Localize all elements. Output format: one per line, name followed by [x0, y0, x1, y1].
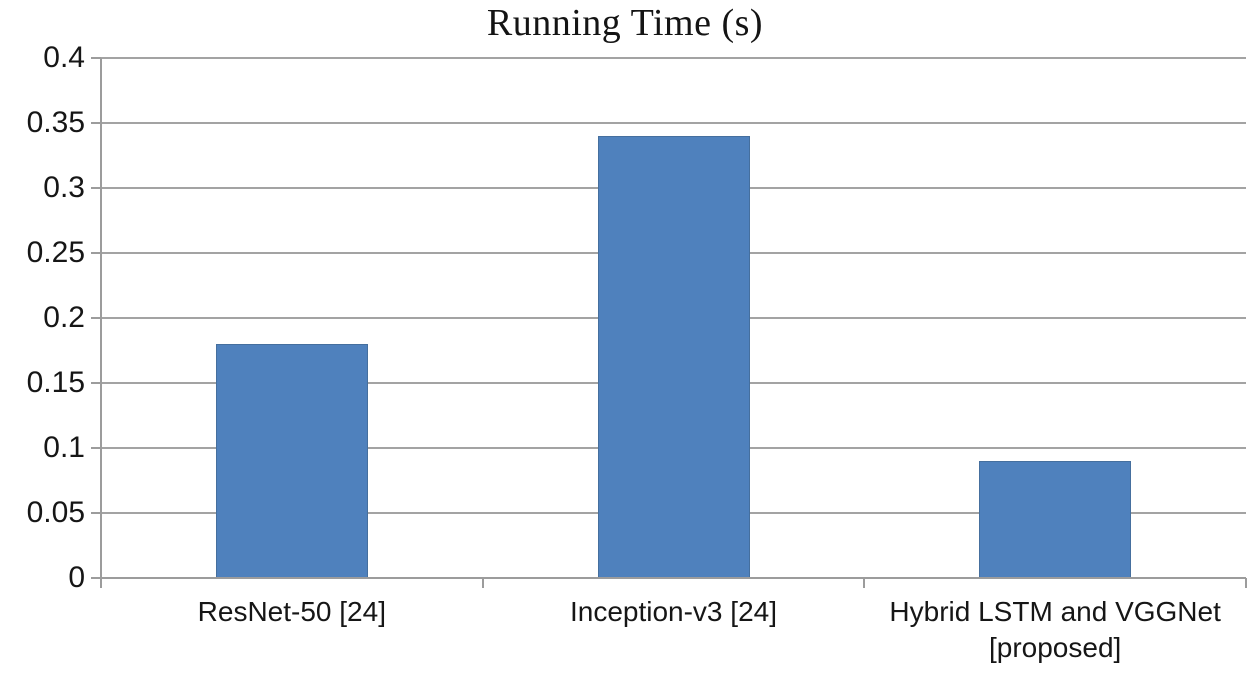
bar [215, 344, 368, 578]
bar [597, 136, 750, 578]
x-axis-tick [863, 578, 866, 588]
y-axis-tick [91, 252, 101, 254]
y-tick-label: 0.25 [26, 236, 85, 269]
category-label: ResNet-50 [24] [197, 596, 386, 627]
chart-title: Running Time (s) [486, 2, 764, 44]
y-tick-label: 0 [68, 561, 85, 594]
y-tick-label: 0.3 [43, 171, 85, 204]
y-tick-label: 0.1 [43, 431, 85, 464]
y-axis-tick [91, 122, 101, 124]
y-axis-tick [91, 447, 101, 449]
y-tick-label: 0.2 [43, 301, 85, 334]
y-axis-tick [91, 577, 101, 579]
gridline [101, 122, 1246, 124]
y-tick-label: 0.05 [26, 496, 85, 529]
category-label: Inception-v3 [24] [569, 596, 777, 627]
y-tick-label: 0.35 [26, 106, 85, 139]
category-label: Hybrid LSTM and VGGNet [proposed] [889, 596, 1221, 663]
x-axis-line [101, 577, 1246, 579]
y-axis-line [100, 58, 102, 588]
y-axis-tick [91, 317, 101, 319]
y-tick-label: 0.15 [26, 366, 85, 399]
x-axis-tick [1245, 578, 1247, 588]
gridline [101, 57, 1246, 59]
y-tick-label: 0.4 [43, 41, 85, 74]
x-axis-tick [481, 578, 484, 588]
bar [979, 461, 1132, 578]
y-axis-tick [91, 382, 101, 384]
y-axis-tick [91, 187, 101, 189]
y-axis-tick [91, 57, 101, 59]
y-axis-tick [91, 512, 101, 514]
